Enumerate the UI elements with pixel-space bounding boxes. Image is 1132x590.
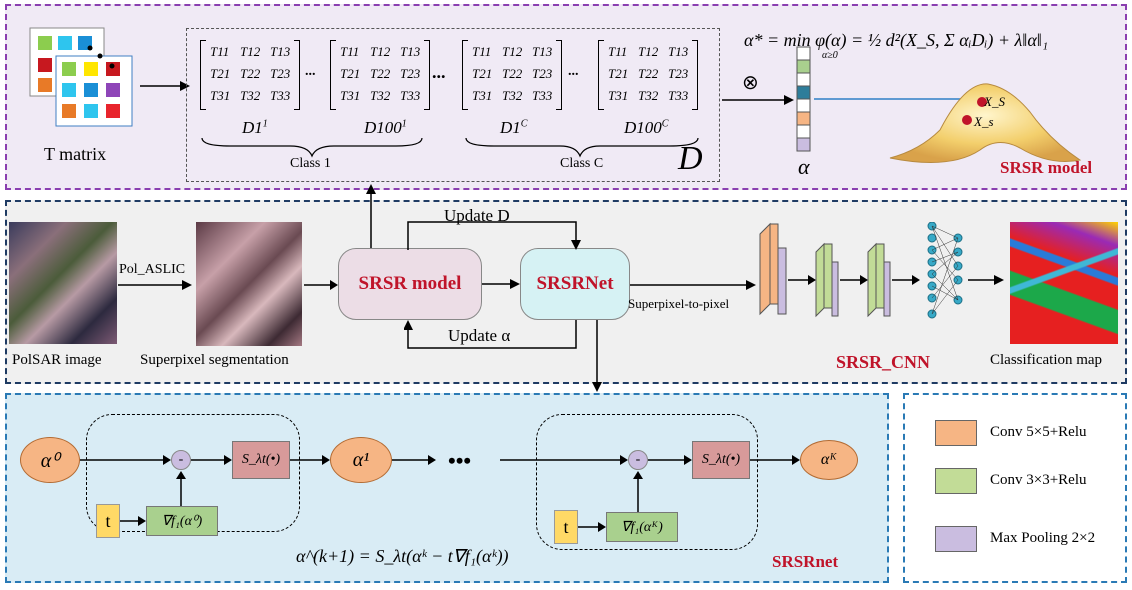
step-size-box-k: t (554, 510, 578, 544)
polsar-image (9, 222, 117, 344)
class-1-label: Class 1 (290, 156, 331, 171)
dots-2: ... (568, 64, 579, 79)
matrix-dc-100: T11 T12 T13 T21 T22 T23 T31 T32 T33 (598, 40, 698, 110)
legend-label-conv3: Conv 3×3+Relu (990, 472, 1087, 488)
legend-label-maxpool: Max Pooling 2×2 (990, 530, 1096, 546)
update-equation: α^(k+1) = S_λt(αᵏ − t∇f₁(αᵏ)) (296, 546, 509, 566)
legend-swatch-conv3 (935, 468, 977, 494)
t-matrix-label: T matrix (44, 144, 107, 164)
sparse-formula: α* = min φ(α) = ½ d²(X_S, Σ αᵢDᵢ) + λ‖α‖… (744, 30, 1049, 50)
superpixel-image (196, 222, 302, 346)
srsr-model-node: SRSR model (338, 248, 482, 320)
class-braces (201, 137, 699, 158)
xs-point-label-1: X_S (984, 94, 1005, 109)
dictionary-box (186, 28, 720, 182)
alpha-1-node: α¹ (330, 437, 392, 483)
minus-node-k: - (628, 450, 648, 470)
alpha-vector (796, 46, 811, 152)
matrix-d1-100: T11 T12 T13 T21 T22 T23 T31 T32 T33 (330, 40, 430, 110)
arrow-srsrnet-to-unrolled (592, 320, 602, 392)
unrolled-arrows (80, 455, 800, 532)
t-matrix-icon (28, 26, 138, 131)
dictionary-d-label: D (678, 140, 703, 177)
manifold-shape (889, 83, 1082, 163)
iteration-group-k (536, 414, 758, 550)
alpha-vector-label: α (798, 154, 810, 179)
matrix-d1-1: T11 T12 T13 T21 T22 T23 T31 T32 T33 (200, 40, 300, 110)
dots-1: ... (305, 64, 316, 79)
shrinkage-op-k: S_λt(•) (692, 441, 750, 479)
arrow-srsr-to-srsrnet (482, 279, 520, 289)
srsr-model-tag: SRSR model (1000, 158, 1093, 177)
pol-aslic-label: Pol_ASLIC (119, 262, 186, 277)
arrow-tmatrix-to-dict (140, 81, 190, 91)
arrow-superpixel-to-srsr (304, 280, 338, 290)
arrow-srsr-to-dictionary (366, 184, 376, 248)
shrinkage-op-1: S_λt(•) (232, 441, 290, 479)
formula-constraint: α≥0 (822, 50, 838, 61)
legend-swatch-conv5 (935, 420, 977, 446)
polsar-label: PolSAR image (12, 352, 102, 368)
dots-middle: ... (432, 62, 446, 82)
alpha-0-node: α⁰ (20, 437, 80, 483)
step-size-box-1: t (96, 504, 120, 538)
iteration-ellipsis: ••• (448, 448, 472, 473)
class-c-label: Class C (560, 156, 604, 171)
minus-node-1: - (171, 450, 191, 470)
srsr-cnn-tag: SRSR_CNN (836, 352, 931, 372)
arrow-srsrnet-to-cnn (630, 280, 756, 290)
superpixel-label: Superpixel segmentation (140, 352, 289, 368)
gradient-box-1: ∇f₁(α⁰) (146, 506, 218, 536)
arrow-dict-to-alpha (722, 95, 794, 105)
superpixel-to-pixel-label: Superpixel-to-pixel (628, 296, 730, 311)
legend-label-conv5: Conv 5×5+Relu (990, 424, 1087, 440)
matrix-dc-1: T11 T12 T13 T21 T22 T23 T31 T32 T33 (462, 40, 562, 110)
alpha-k-node: αᴷ (800, 440, 858, 480)
srsrnet-node: SRSRNet (520, 248, 630, 320)
atom-label-d100-c: D100C (624, 118, 669, 137)
cnn-architecture (759, 222, 1004, 319)
atom-label-d1-1: D11 (242, 118, 268, 137)
classification-map (1010, 222, 1118, 344)
update-alpha-loop (404, 320, 577, 349)
arrow-polsar-to-superpixel (118, 280, 192, 290)
otimes-symbol: ⊗ (742, 72, 759, 94)
update-alpha-label: Update α (448, 326, 511, 345)
atom-label-d100-1: D1001 (364, 118, 407, 137)
update-d-label: Update D (444, 206, 510, 225)
xs-point-label-2: X_s (974, 114, 994, 129)
legend-swatch-maxpool (935, 526, 977, 552)
srsrnet-tag: SRSRnet (772, 552, 839, 571)
update-d-loop (407, 221, 581, 250)
projection-line (814, 98, 980, 100)
classification-map-label: Classification map (990, 352, 1103, 368)
gradient-box-k: ∇f₁(αᴷ) (606, 512, 678, 542)
atom-label-d1-c: D1C (500, 118, 528, 137)
